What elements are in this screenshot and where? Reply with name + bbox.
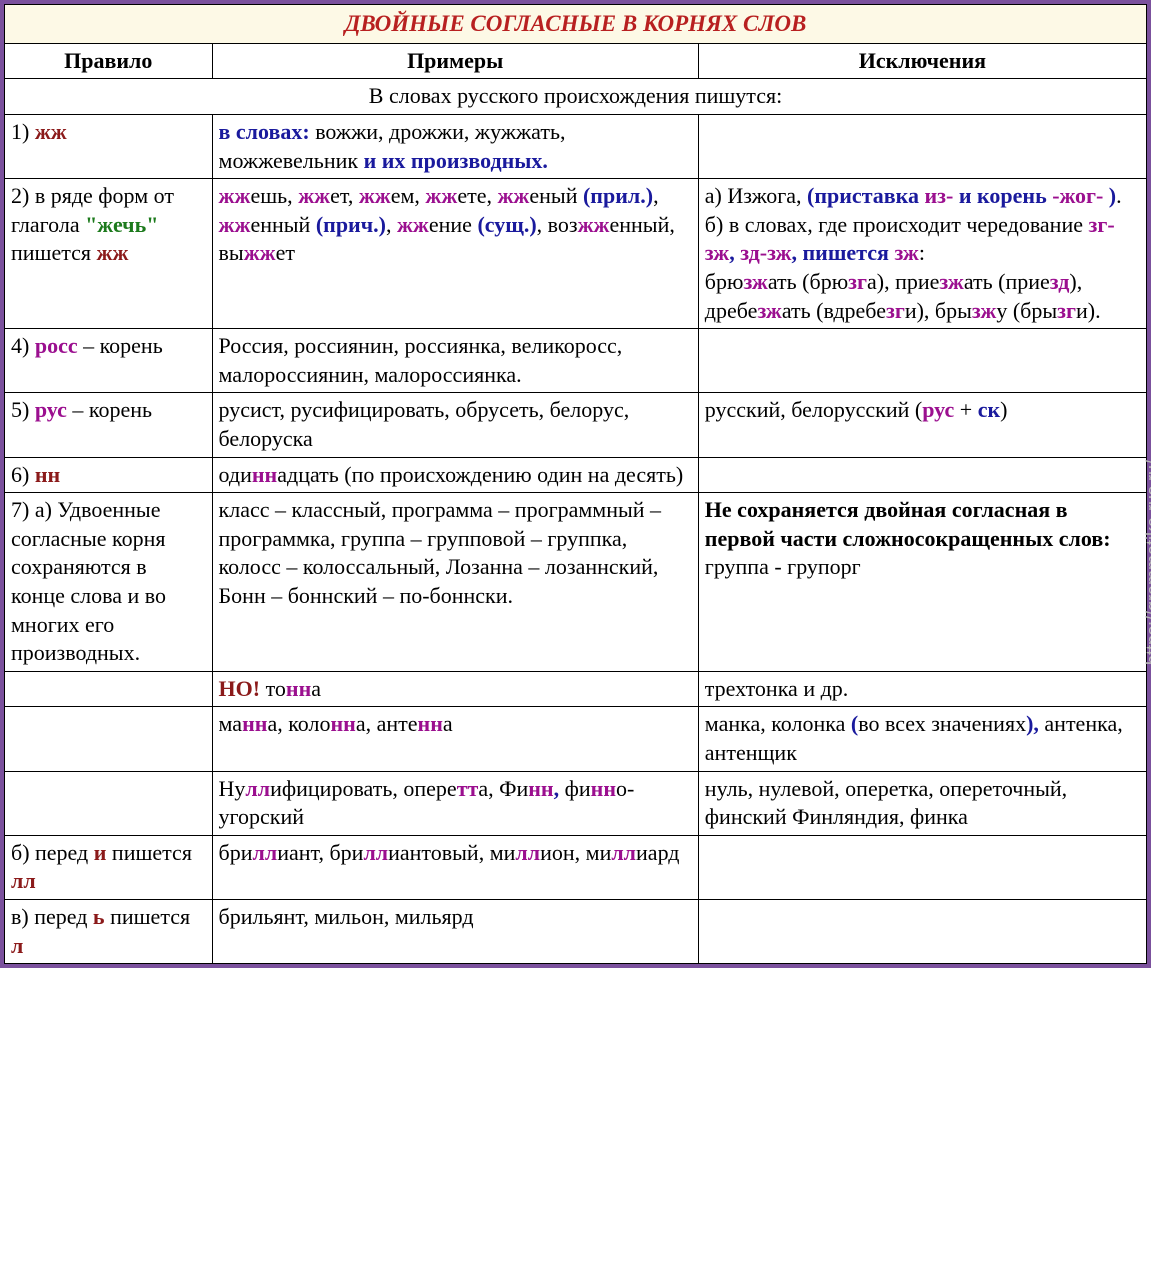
page-title: ДВОЙНЫЕ СОГЛАСНЫЕ В КОРНЯХ СЛОВ [5, 5, 1147, 44]
header-examples: Примеры [212, 43, 698, 79]
rule-cell: 1) жж [5, 115, 213, 179]
exceptions-cell: манка, колонка (во всех значениях), анте… [698, 707, 1146, 771]
exceptions-cell: русский, белорусский (рус + ск) [698, 393, 1146, 457]
rule-cell [5, 771, 213, 835]
watermark: https://grammatika-rus.ru/ [1143, 460, 1151, 665]
rule-cell: 4) росс – корень [5, 329, 213, 393]
exceptions-cell: трехтонка и др. [698, 671, 1146, 707]
rules-table: ДВОЙНЫЕ СОГЛАСНЫЕ В КОРНЯХ СЛОВ Правило … [4, 4, 1147, 964]
table-container: ДВОЙНЫЕ СОГЛАСНЫЕ В КОРНЯХ СЛОВ Правило … [0, 0, 1151, 968]
table-row: Нуллифицировать, оперетта, Финн, финно-у… [5, 771, 1147, 835]
exceptions-cell: а) Изжога, (приставка из- и корень -жог-… [698, 179, 1146, 329]
table-row: 5) рус – кореньрусист, русифицировать, о… [5, 393, 1147, 457]
rule-cell: 6) нн [5, 457, 213, 493]
section-intro: В словах русского происхождения пишутся: [5, 79, 1147, 115]
table-row: в) перед ь пишется лбрильянт, мильон, ми… [5, 899, 1147, 963]
table-row: 1) жжв словах: вожжи, дрожжи, жужжать, м… [5, 115, 1147, 179]
rule-cell: 2) в ряде форм от глагола "жечь" пишется… [5, 179, 213, 329]
rule-cell [5, 707, 213, 771]
table-row: 4) росс – кореньРоссия, россиянин, росси… [5, 329, 1147, 393]
examples-cell: манна, колонна, антенна [212, 707, 698, 771]
exceptions-cell [698, 835, 1146, 899]
rule-cell [5, 671, 213, 707]
section-row: В словах русского происхождения пишутся: [5, 79, 1147, 115]
table-row: НО! тоннатрехтонка и др. [5, 671, 1147, 707]
header-rule: Правило [5, 43, 213, 79]
exceptions-cell [698, 329, 1146, 393]
examples-cell: брильянт, мильон, мильярд [212, 899, 698, 963]
examples-cell: жжешь, жжет, жжем, жжете, жженый (прил.)… [212, 179, 698, 329]
examples-cell: Нуллифицировать, оперетта, Финн, финно-у… [212, 771, 698, 835]
table-row: 2) в ряде форм от глагола "жечь" пишется… [5, 179, 1147, 329]
header-exceptions: Исключения [698, 43, 1146, 79]
rule-cell: б) перед и пишется лл [5, 835, 213, 899]
examples-cell: в словах: вожжи, дрожжи, жужжать, можжев… [212, 115, 698, 179]
table-row: манна, колонна, антеннаманка, колонка (в… [5, 707, 1147, 771]
table-row: 6) ннодиннадцать (по происхождению один … [5, 457, 1147, 493]
examples-cell: русист, русифицировать, обрусеть, белору… [212, 393, 698, 457]
rule-cell: 5) рус – корень [5, 393, 213, 457]
exceptions-cell [698, 899, 1146, 963]
header-row: Правило Примеры Исключения [5, 43, 1147, 79]
rule-cell: 7) а) Удвоенные согласные корня сохраняю… [5, 493, 213, 672]
title-row: ДВОЙНЫЕ СОГЛАСНЫЕ В КОРНЯХ СЛОВ [5, 5, 1147, 44]
rule-cell: в) перед ь пишется л [5, 899, 213, 963]
table-row: б) перед и пишется ллбриллиант, бриллиан… [5, 835, 1147, 899]
examples-cell: НО! тонна [212, 671, 698, 707]
examples-cell: Россия, россиянин, россиянка, великоросс… [212, 329, 698, 393]
page-frame: ДВОЙНЫЕ СОГЛАСНЫЕ В КОРНЯХ СЛОВ Правило … [0, 0, 1151, 1280]
exceptions-cell: Не сохраняется двойная согласная в перво… [698, 493, 1146, 672]
exceptions-cell [698, 115, 1146, 179]
exceptions-cell [698, 457, 1146, 493]
examples-cell: бриллиант, бриллиантовый, миллион, милли… [212, 835, 698, 899]
examples-cell: класс – классный, программа – программны… [212, 493, 698, 672]
examples-cell: одиннадцать (по происхождению один на де… [212, 457, 698, 493]
exceptions-cell: нуль, нулевой, оперетка, опереточный, фи… [698, 771, 1146, 835]
table-row: 7) а) Удвоенные согласные корня сохраняю… [5, 493, 1147, 672]
